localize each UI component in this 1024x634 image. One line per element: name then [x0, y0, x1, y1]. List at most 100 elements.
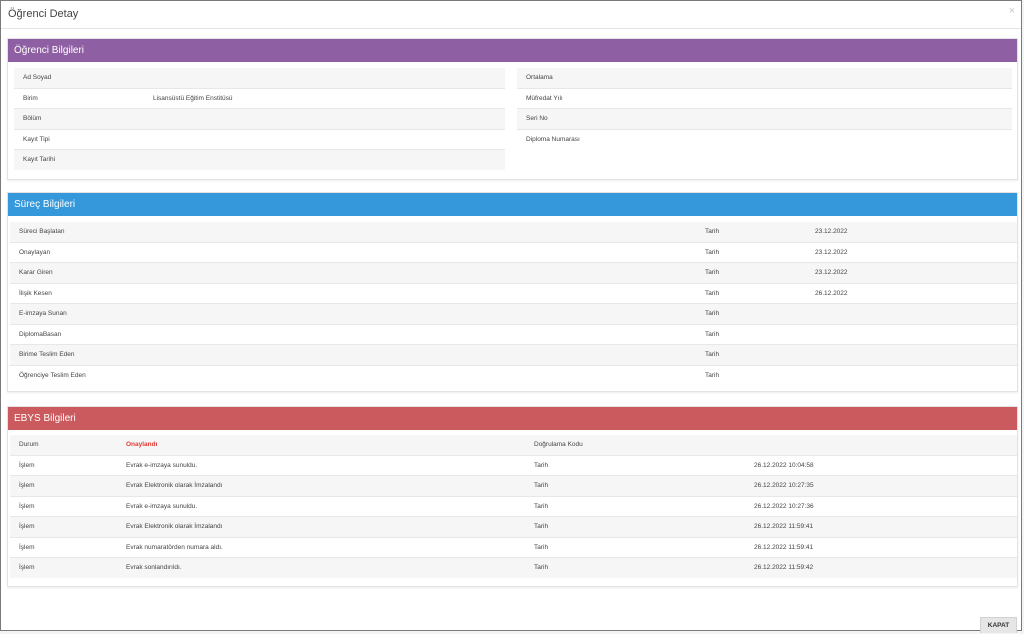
- date-label: Tarih: [696, 283, 806, 304]
- table-row: İlişik Kesen Tarih 26.12.2022: [10, 283, 1017, 304]
- date-value: 26.12.2022 10:27:35: [745, 475, 1017, 497]
- field-value: [647, 108, 1012, 130]
- date-label: Tarih: [525, 496, 745, 517]
- status-label: Durum: [10, 435, 117, 456]
- process-label: Karar Giren: [10, 262, 410, 284]
- student-info-panel: Öğrenci Bilgileri Ad Soyad Birim Lisansüs…: [7, 38, 1018, 180]
- field-value: [647, 68, 1012, 89]
- date-label: Tarih: [525, 475, 745, 497]
- table-row: E-imzaya Sunan Tarih: [10, 303, 1017, 325]
- process-value: [410, 283, 696, 304]
- operation-label: İşlem: [10, 455, 117, 476]
- process-value: [410, 242, 696, 263]
- field-value: [647, 129, 1012, 149]
- table-row: Birim Lisansüstü Eğitim Enstitüsü: [14, 88, 505, 109]
- process-label: Onaylayan: [10, 242, 410, 263]
- date-value: [806, 324, 1017, 345]
- operation-label: İşlem: [10, 557, 117, 578]
- field-label: Müfredat Yılı: [517, 88, 647, 109]
- field-value: [647, 88, 1012, 109]
- date-label: Tarih: [525, 557, 745, 578]
- operation-label: İşlem: [10, 516, 117, 538]
- date-label: Tarih: [696, 242, 806, 263]
- process-value: [410, 303, 696, 325]
- table-row: Ad Soyad: [14, 68, 505, 89]
- field-label: Birim: [14, 88, 144, 109]
- date-value: [806, 365, 1017, 385]
- student-info-right-table: Ortalama Müfredat Yılı Seri No Diploma N…: [517, 68, 1012, 149]
- field-label: Diploma Numarası: [526, 135, 580, 143]
- date-value: [806, 303, 1017, 325]
- date-label: Tarih: [525, 455, 745, 476]
- date-label: Tarih: [696, 222, 806, 243]
- table-row: İşlem Evrak numaratörden numara aldı. Tari…: [10, 537, 1017, 558]
- process-value: [410, 262, 696, 284]
- date-value: 23.12.2022: [806, 222, 1017, 243]
- table-row: İşlem Evrak Elektronik olarak İmzalandı Ta…: [10, 516, 1017, 538]
- table-row: Birime Teslim Eden Tarih: [10, 344, 1017, 366]
- verification-code-value: [745, 435, 1017, 456]
- date-value: 23.12.2022: [806, 242, 1017, 263]
- student-info-left-table: Ad Soyad Birim Lisansüstü Eğitim Enstitüs…: [14, 68, 505, 170]
- date-label: Tarih: [705, 371, 720, 379]
- field-value: [144, 129, 505, 150]
- process-label: Birime Teslim Eden: [10, 344, 410, 366]
- ebys-status-row: Durum Onaylandı Doğrulama Kodu: [10, 435, 1017, 456]
- field-label: Ortalama: [517, 68, 647, 89]
- date-value: 26.12.2022 10:27:36: [745, 496, 1017, 517]
- field-label: Ad Soyad: [14, 68, 144, 89]
- table-row: Bölüm: [14, 108, 505, 130]
- table-row: Karar Giren Tarih 23.12.2022: [10, 262, 1017, 284]
- operation-value: Evrak numaratörden numara aldı.: [117, 537, 525, 558]
- date-value: 26.12.2022 10:04:58: [745, 455, 1017, 476]
- ebys-info-table: Durum Onaylandı Doğrulama Kodu İşlem Evrak …: [10, 435, 1017, 578]
- close-icon[interactable]: ×: [1008, 5, 1015, 17]
- operation-value: Evrak Elektronik olarak İmzalandı: [117, 516, 525, 538]
- process-label: E-imzaya Sunan: [10, 303, 410, 325]
- date-value: 26.12.2022 11:59:42: [745, 557, 1017, 578]
- table-row: Seri No: [517, 108, 1012, 130]
- process-info-heading: Süreç Bilgileri: [8, 193, 1017, 216]
- table-row: İşlem Evrak e-imzaya sunuldu. Tarih 26.12.2…: [10, 496, 1017, 517]
- table-row: Müfredat Yılı: [517, 88, 1012, 109]
- student-info-heading: Öğrenci Bilgileri: [8, 39, 1017, 62]
- close-button[interactable]: KAPAT: [980, 617, 1017, 633]
- date-value: 26.12.2022: [806, 283, 1017, 304]
- table-row: İşlem Evrak Elektronik olarak İmzalandı Ta…: [10, 475, 1017, 497]
- process-value: [410, 365, 696, 385]
- operation-value: Evrak e-imzaya sunuldu.: [117, 455, 525, 476]
- table-row: DiplomaBasan Tarih: [10, 324, 1017, 345]
- operation-label: İşlem: [10, 475, 117, 497]
- operation-value: Evrak e-imzaya sunuldu.: [117, 496, 525, 517]
- date-value: 23.12.2022: [806, 262, 1017, 284]
- process-info-panel: Süreç Bilgileri Süreci Başlatan Tarih 23.1…: [7, 192, 1018, 392]
- process-value: [410, 344, 696, 366]
- ebys-info-panel: EBYS Bilgileri Durum Onaylandı Doğrulama K…: [7, 406, 1018, 587]
- operation-value: Evrak sonlandırıldı.: [117, 557, 525, 578]
- date-value: 26.12.2022 11:59:41: [745, 516, 1017, 538]
- verification-code-label: Doğrulama Kodu: [525, 435, 745, 456]
- table-row: İşlem Evrak sonlandırıldı. Tarih 26.12.2022…: [10, 557, 1017, 578]
- field-value: [144, 68, 505, 89]
- process-value: [410, 222, 696, 243]
- table-row: Süreci Başlatan Tarih 23.12.2022: [10, 222, 1017, 243]
- field-value: Lisansüstü Eğitim Enstitüsü: [144, 88, 505, 109]
- modal-title: Öğrenci Detay: [8, 8, 79, 20]
- process-label: Süreci Başlatan: [10, 222, 410, 243]
- date-value: [806, 344, 1017, 366]
- date-label: Tarih: [696, 303, 806, 325]
- date-label: Tarih: [696, 262, 806, 284]
- process-info-table: Süreci Başlatan Tarih 23.12.2022 Onaylayan…: [10, 222, 1017, 385]
- table-row: Diploma Numarası: [517, 129, 1012, 149]
- process-value: [410, 324, 696, 345]
- table-row: Ortalama: [517, 68, 1012, 89]
- field-label: Kayıt Tipi: [14, 129, 144, 150]
- field-label: Seri No: [517, 108, 647, 130]
- date-label: Tarih: [696, 324, 806, 345]
- operation-label: İşlem: [10, 496, 117, 517]
- table-row: Kayıt Tarihi: [14, 149, 505, 170]
- operation-label: İşlem: [10, 537, 117, 558]
- operation-value: Evrak Elektronik olarak İmzalandı: [117, 475, 525, 497]
- modal-header: Öğrenci Detay ×: [1, 1, 1021, 29]
